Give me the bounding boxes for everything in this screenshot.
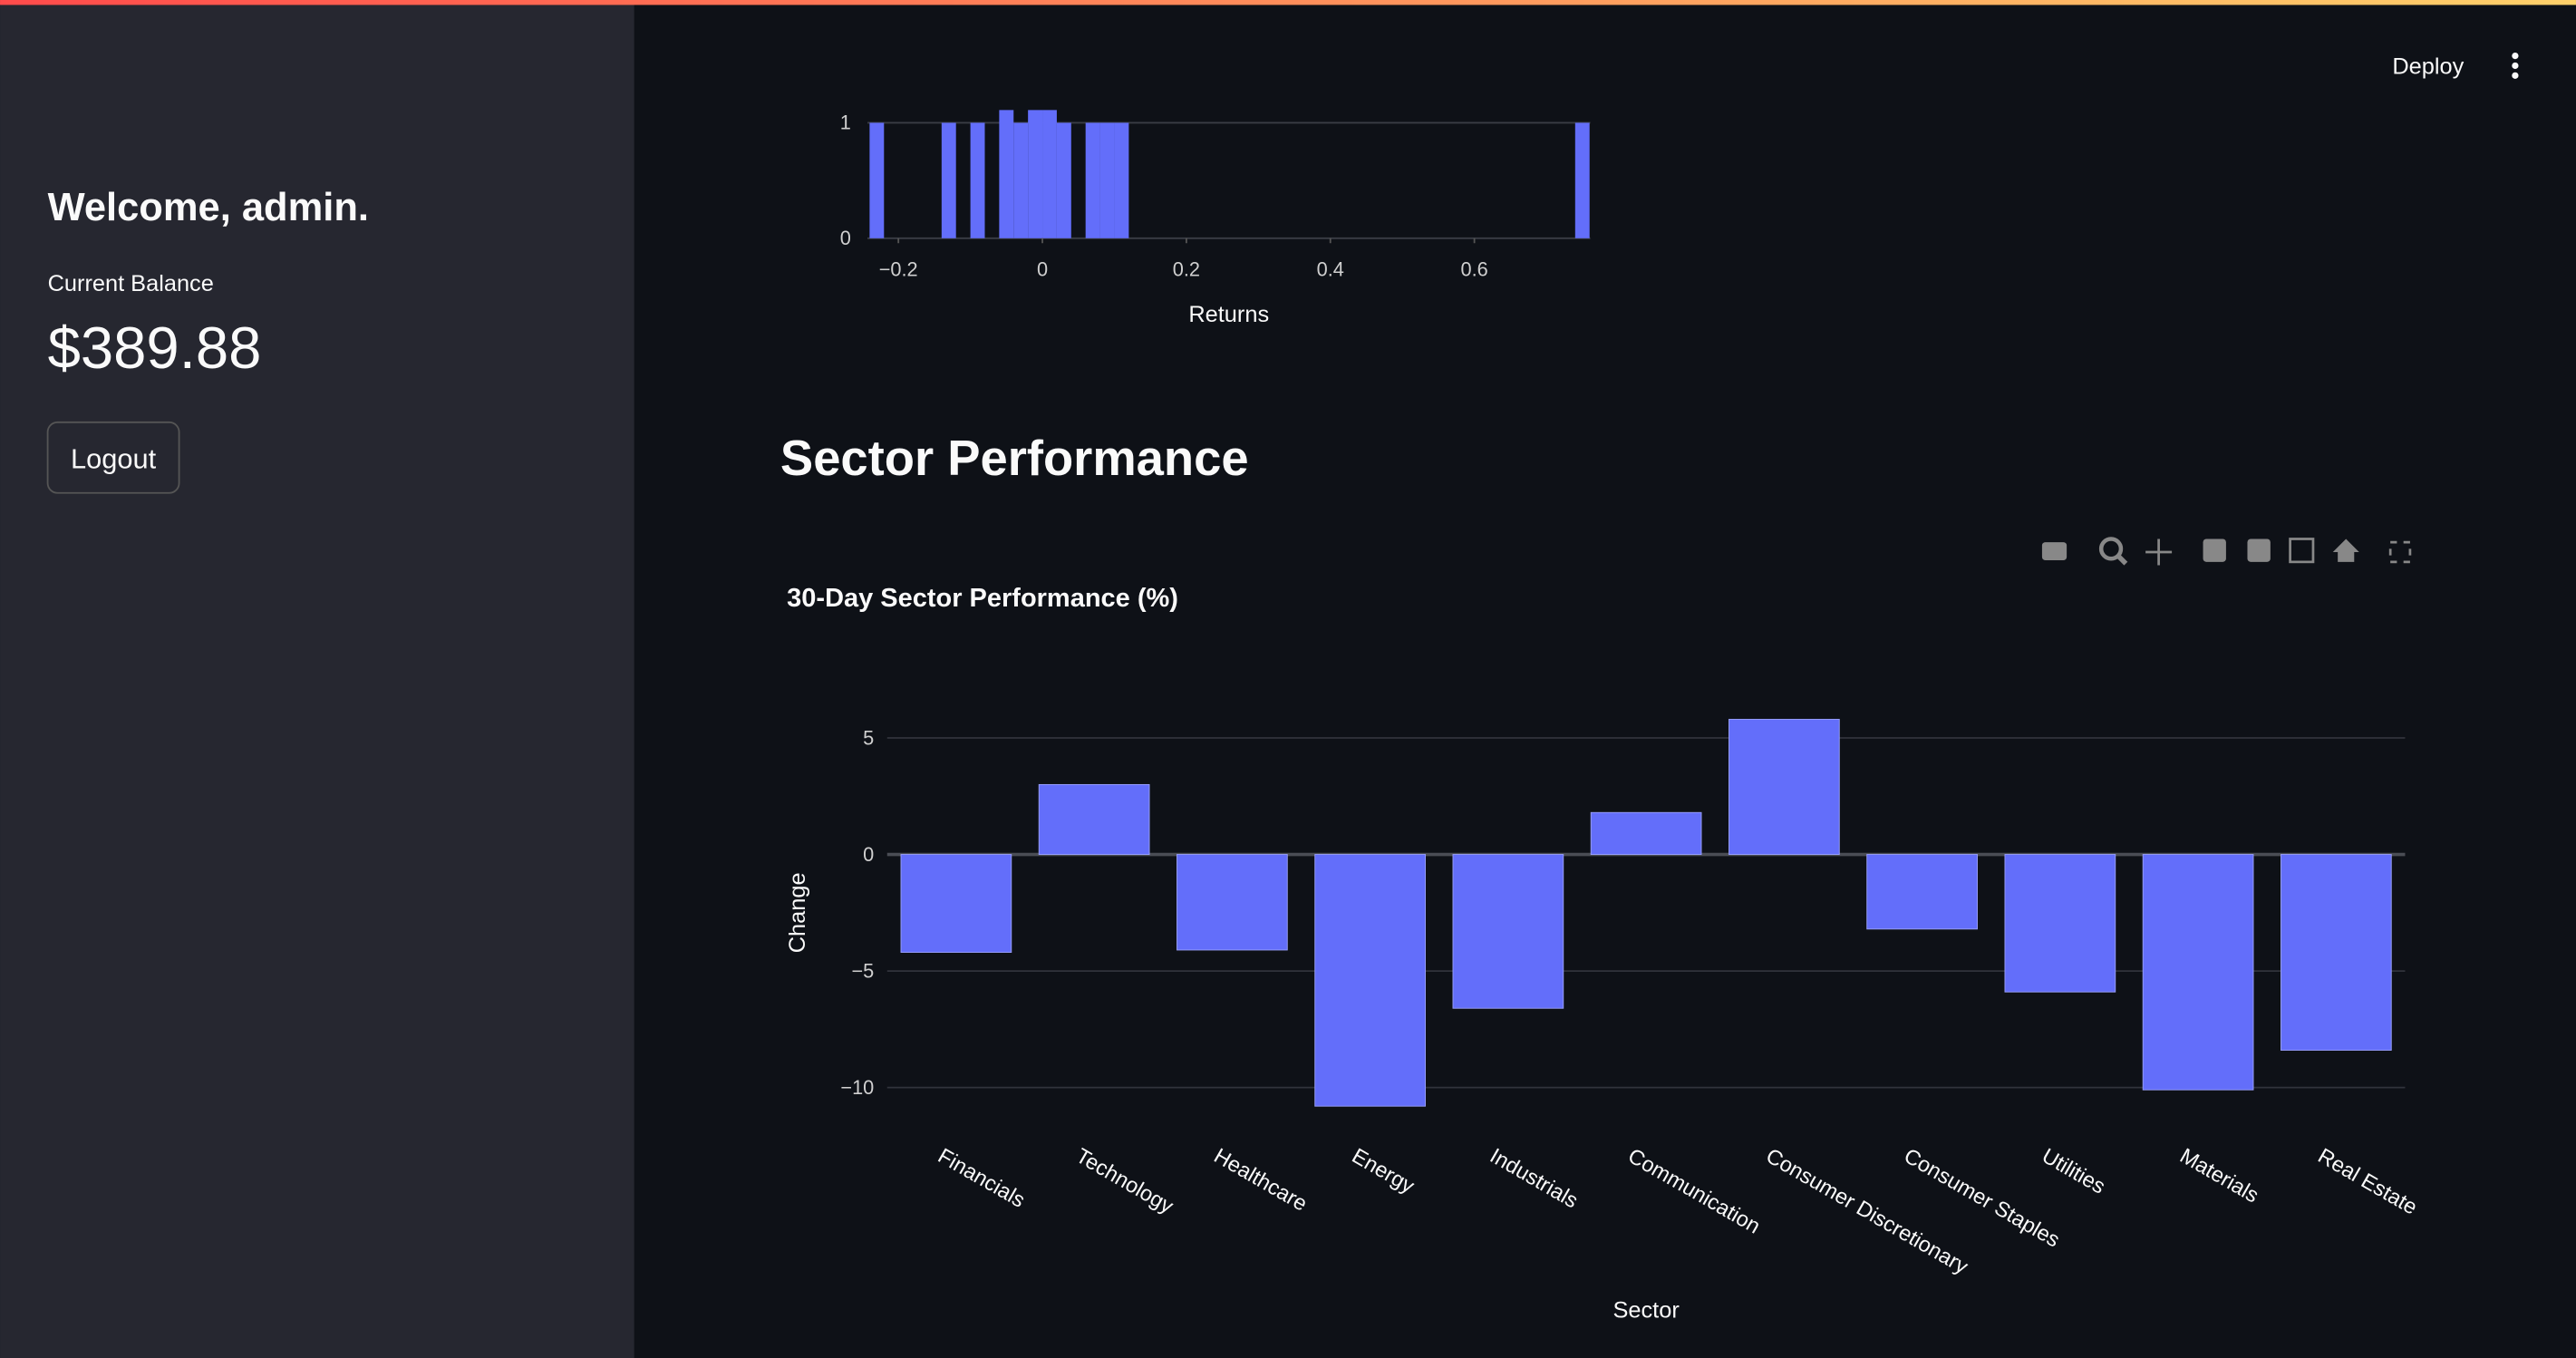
balance: $389.88 xyxy=(48,315,262,381)
histogram-bar xyxy=(1085,122,1100,238)
bar xyxy=(1866,854,1978,930)
histogram-bars xyxy=(869,110,1590,238)
logout-label[interactable]: Logout xyxy=(71,443,157,475)
histogram-bar xyxy=(1028,110,1043,238)
sidebar xyxy=(0,0,634,1358)
y-tick-label: 0 xyxy=(863,843,874,866)
y-tick-label: 0 xyxy=(840,227,851,249)
bar xyxy=(1177,854,1288,951)
y-tick-label: 1 xyxy=(840,112,851,134)
histogram-bar xyxy=(1056,122,1071,238)
histogram-bar xyxy=(1114,122,1129,238)
bar xyxy=(900,854,1012,953)
x-tick-label: 0.4 xyxy=(1317,257,1344,280)
x-tick-label: 0 xyxy=(1037,257,1048,280)
y-tick-label: −5 xyxy=(851,959,874,982)
histogram-bar xyxy=(1099,122,1115,238)
bar xyxy=(2142,854,2254,1091)
bar xyxy=(1314,854,1426,1107)
histogram-bar xyxy=(999,110,1014,238)
chart-title: 30-Day Sector Performance (%) xyxy=(787,584,1178,613)
y-axis-label: Change xyxy=(785,872,810,953)
logout-button[interactable] xyxy=(46,421,180,494)
bar xyxy=(1590,811,1702,856)
histogram-bar xyxy=(1013,122,1029,238)
x-tick-label: 0.2 xyxy=(1173,257,1200,280)
chart-toolbar[interactable] xyxy=(2041,537,2412,566)
welcome: Welcome, admin. xyxy=(48,186,369,229)
bar xyxy=(1729,718,1840,856)
x-tick-label: −0.2 xyxy=(879,257,918,280)
histogram-bar xyxy=(1042,110,1057,238)
bar xyxy=(1038,783,1150,856)
x-axis-label: Sector xyxy=(1612,1298,1680,1324)
section-heading: Sector Performance xyxy=(780,431,1249,486)
histogram-bar xyxy=(869,122,885,238)
bar xyxy=(1452,854,1564,1009)
deploy[interactable]: Deploy xyxy=(2392,54,2464,80)
y-tick-label: 5 xyxy=(863,726,874,749)
bar xyxy=(2004,854,2116,993)
balance-label: Current Balance xyxy=(48,271,214,296)
y-tick-label: −10 xyxy=(840,1076,874,1099)
x-tick-label: 0.6 xyxy=(1461,257,1488,280)
menu[interactable] xyxy=(2512,52,2519,79)
x-axis-label: Returns xyxy=(1188,302,1269,327)
histogram-bar xyxy=(941,122,956,238)
histogram-bar xyxy=(1574,122,1590,238)
histogram-bar xyxy=(970,122,985,238)
top-bar xyxy=(0,0,2576,5)
bar xyxy=(2280,854,2392,1051)
